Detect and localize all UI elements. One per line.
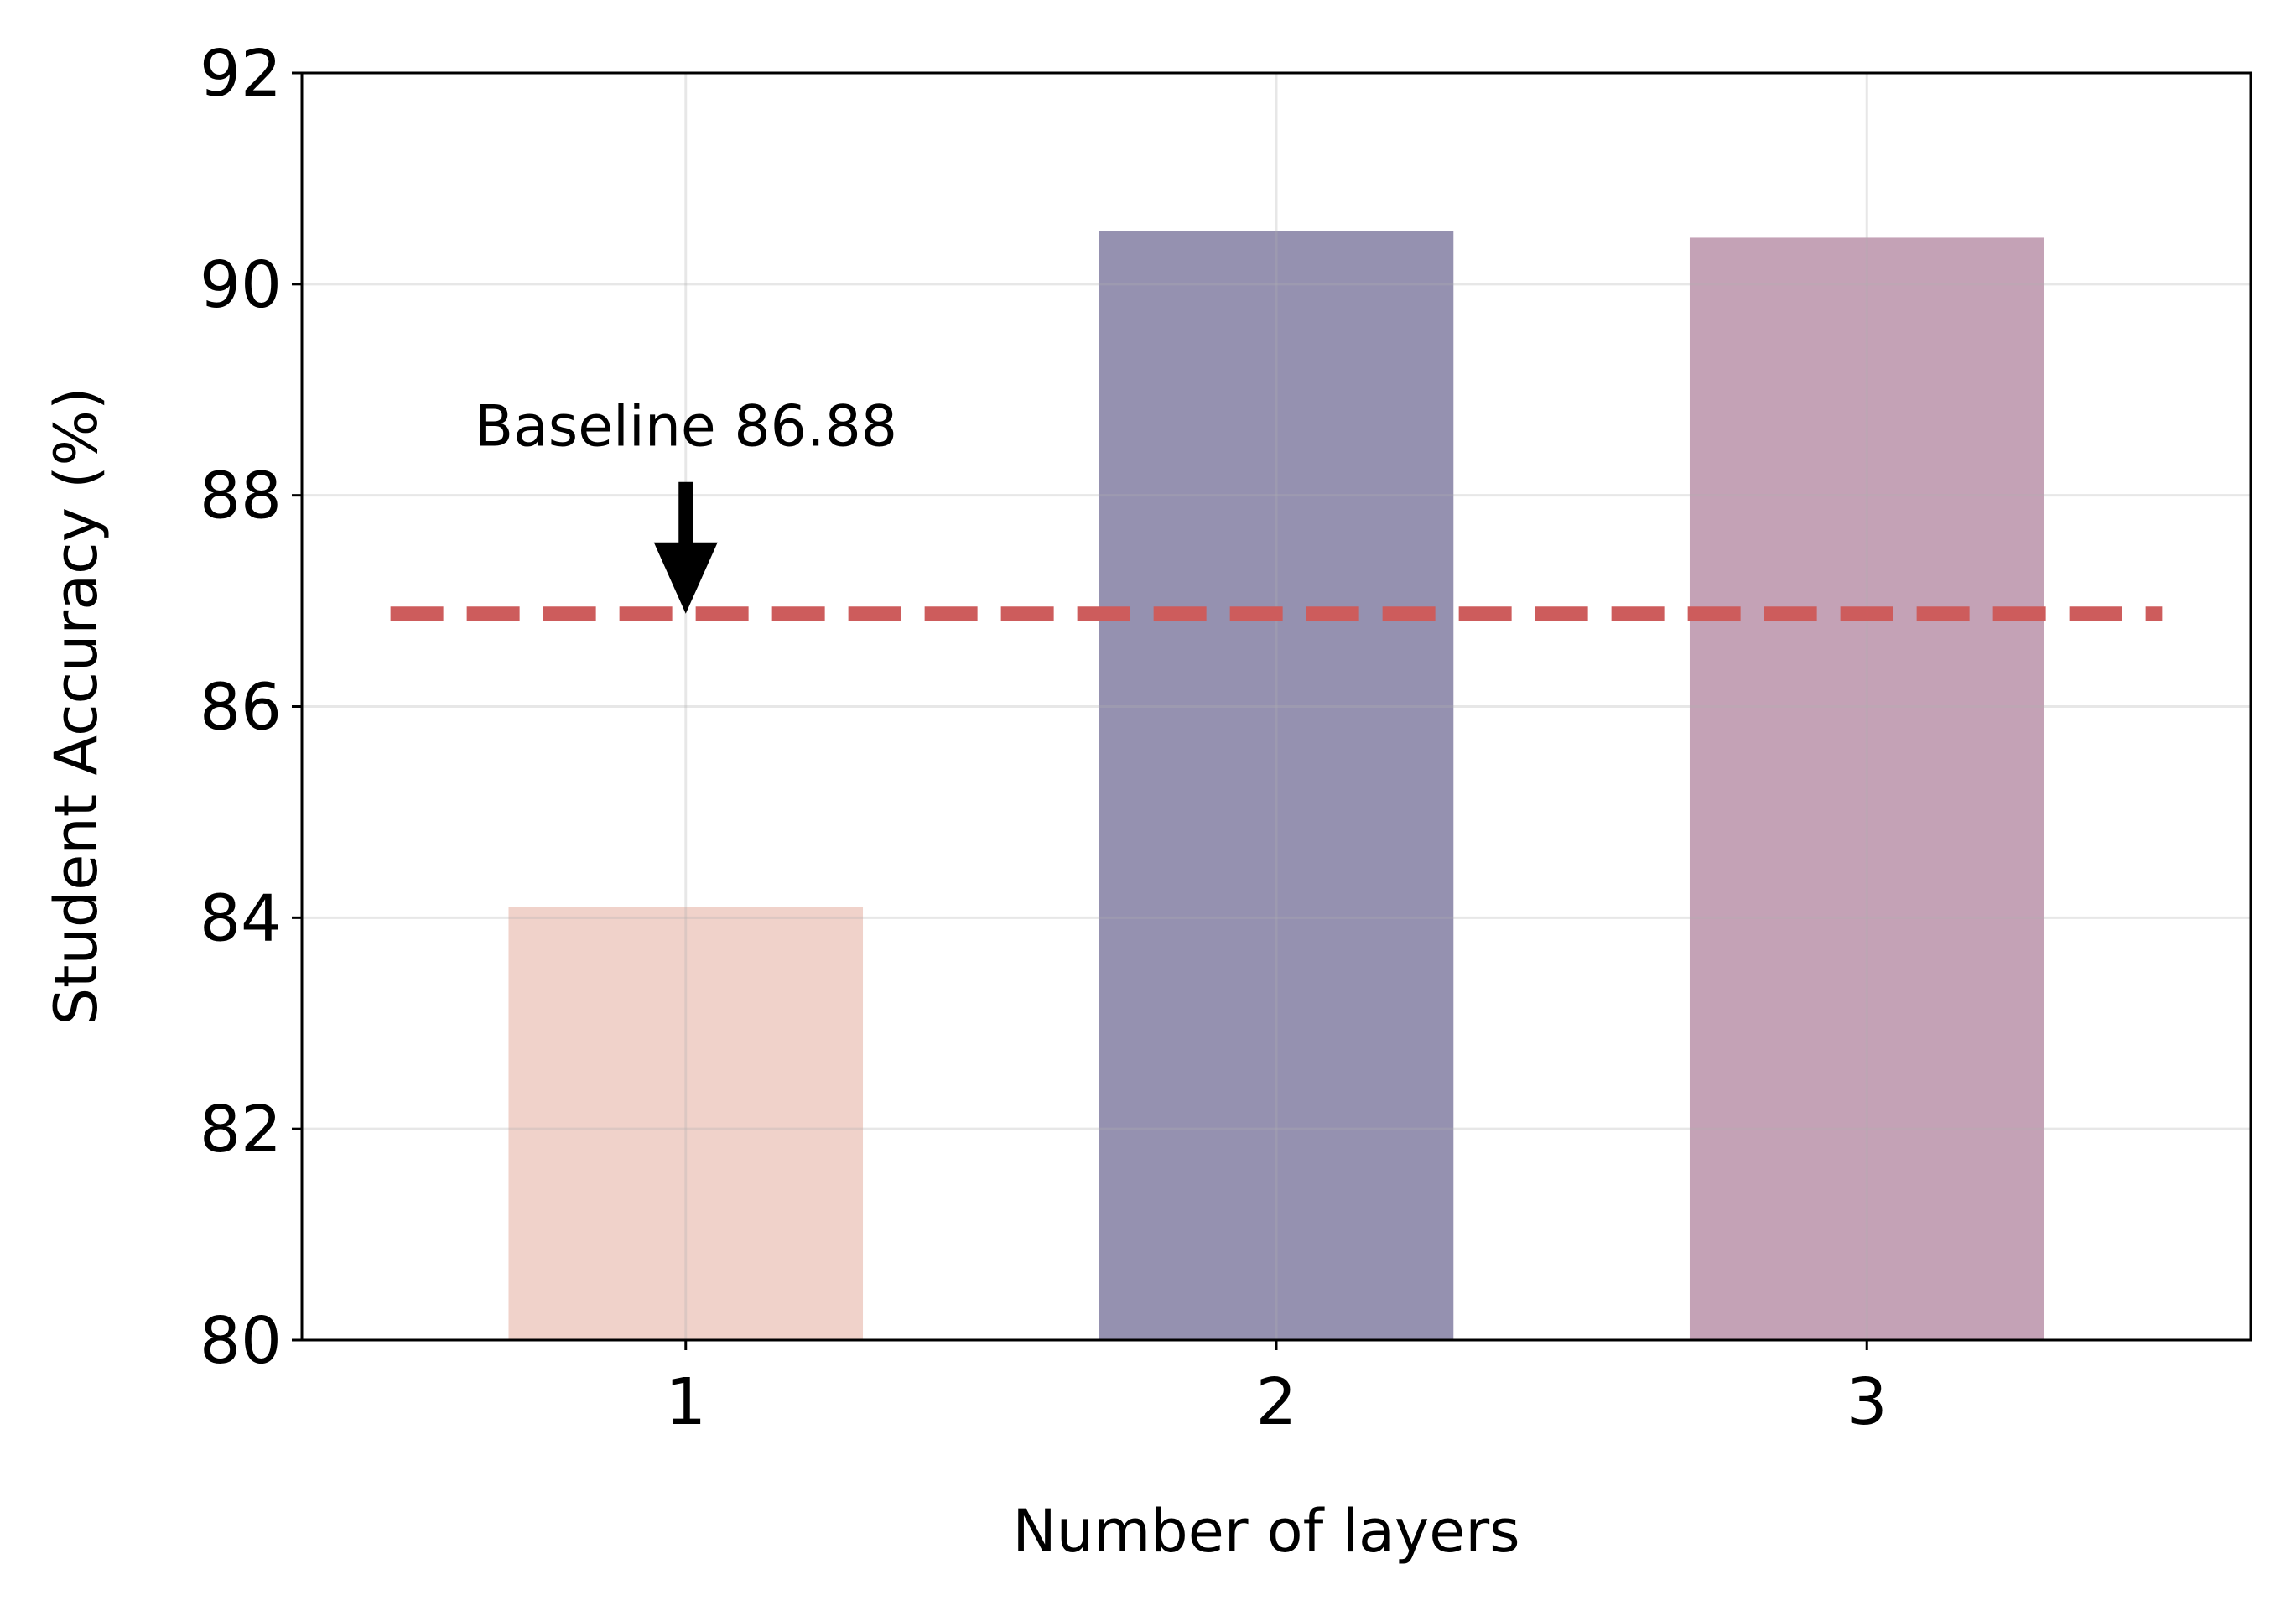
y-tick-label: 84 xyxy=(200,881,282,956)
x-tick-label: 2 xyxy=(1256,1365,1297,1440)
x-axis-label: Number of layers xyxy=(1012,1497,1519,1566)
y-tick-label: 92 xyxy=(200,37,282,112)
y-tick-label: 90 xyxy=(200,248,282,323)
x-tick-label: 1 xyxy=(665,1365,706,1440)
x-tick-label: 3 xyxy=(1847,1365,1888,1440)
bar xyxy=(508,907,864,1340)
annotation-arrow-head xyxy=(653,542,718,614)
annotation: Baseline 86.88 xyxy=(474,394,897,460)
y-tick-label: 88 xyxy=(200,460,282,534)
plot-frame xyxy=(300,71,2252,1342)
bar xyxy=(1689,237,2044,1341)
y-axis-label: Student Accuracy (%) xyxy=(42,387,111,1026)
y-tick-label: 86 xyxy=(200,671,282,746)
y-tick-label: 80 xyxy=(200,1304,282,1379)
bar xyxy=(1099,231,1454,1340)
y-tick-label: 82 xyxy=(200,1093,282,1167)
